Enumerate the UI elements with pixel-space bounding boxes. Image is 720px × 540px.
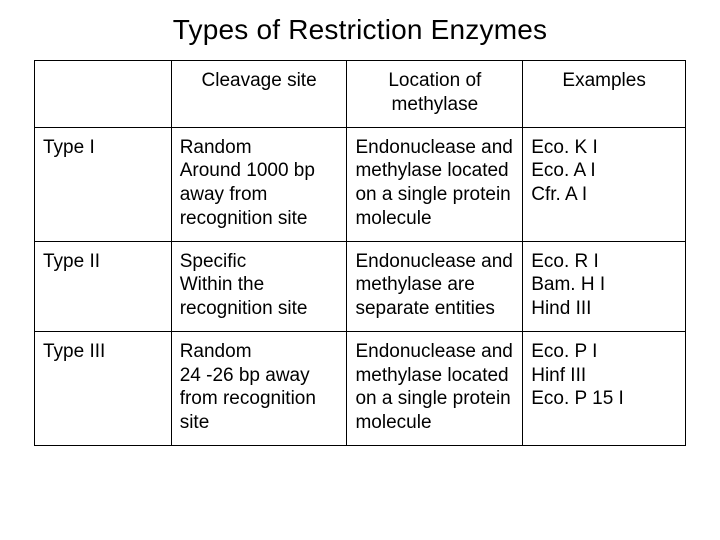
cell-text: Within the recognition site bbox=[180, 273, 339, 321]
cell-cleavage: Specific Within the recognition site bbox=[171, 241, 347, 331]
cell-text: Eco. A I bbox=[531, 159, 677, 183]
cell-text: Hind III bbox=[531, 297, 677, 321]
cell-text: Cfr. A I bbox=[531, 183, 677, 207]
cell-type: Type II bbox=[35, 241, 172, 331]
page-title: Types of Restriction Enzymes bbox=[34, 14, 686, 46]
cell-location: Endonuclease and methylase are separate … bbox=[347, 241, 523, 331]
cell-text: Eco. K I bbox=[531, 136, 677, 160]
cell-text: Bam. H I bbox=[531, 273, 677, 297]
table-header-row: Cleavage site Location of methylase Exam… bbox=[35, 61, 686, 128]
enzyme-table: Cleavage site Location of methylase Exam… bbox=[34, 60, 686, 446]
header-examples: Examples bbox=[523, 61, 686, 128]
cell-text: Eco. P I bbox=[531, 340, 677, 364]
cell-text: Endonuclease and methylase are separate … bbox=[355, 250, 514, 321]
cell-cleavage: Random 24 -26 bp away from recognition s… bbox=[171, 331, 347, 445]
cell-location: Endonuclease and methylase located on a … bbox=[347, 127, 523, 241]
cell-text: Eco. R I bbox=[531, 250, 677, 274]
cell-text: Endonuclease and methylase located on a … bbox=[355, 136, 514, 231]
table-row: Type II Specific Within the recognition … bbox=[35, 241, 686, 331]
header-location: Location of methylase bbox=[347, 61, 523, 128]
cell-text: 24 -26 bp away from recognition site bbox=[180, 364, 339, 435]
cell-cleavage: Random Around 1000 bp away from recognit… bbox=[171, 127, 347, 241]
header-blank bbox=[35, 61, 172, 128]
cell-text: Eco. P 15 I bbox=[531, 387, 677, 411]
cell-text: Endonuclease and methylase located on a … bbox=[355, 340, 514, 435]
cell-text: Random bbox=[180, 340, 339, 364]
cell-text: Around 1000 bp away from recognition sit… bbox=[180, 159, 339, 230]
table-row: Type III Random 24 -26 bp away from reco… bbox=[35, 331, 686, 445]
table-row: Type I Random Around 1000 bp away from r… bbox=[35, 127, 686, 241]
cell-examples: Eco. R I Bam. H I Hind III bbox=[523, 241, 686, 331]
header-cleavage: Cleavage site bbox=[171, 61, 347, 128]
cell-text: Random bbox=[180, 136, 339, 160]
cell-text: Specific bbox=[180, 250, 339, 274]
cell-examples: Eco. K I Eco. A I Cfr. A I bbox=[523, 127, 686, 241]
cell-text: Hinf III bbox=[531, 364, 677, 388]
cell-type: Type III bbox=[35, 331, 172, 445]
cell-examples: Eco. P I Hinf III Eco. P 15 I bbox=[523, 331, 686, 445]
cell-location: Endonuclease and methylase located on a … bbox=[347, 331, 523, 445]
cell-type: Type I bbox=[35, 127, 172, 241]
